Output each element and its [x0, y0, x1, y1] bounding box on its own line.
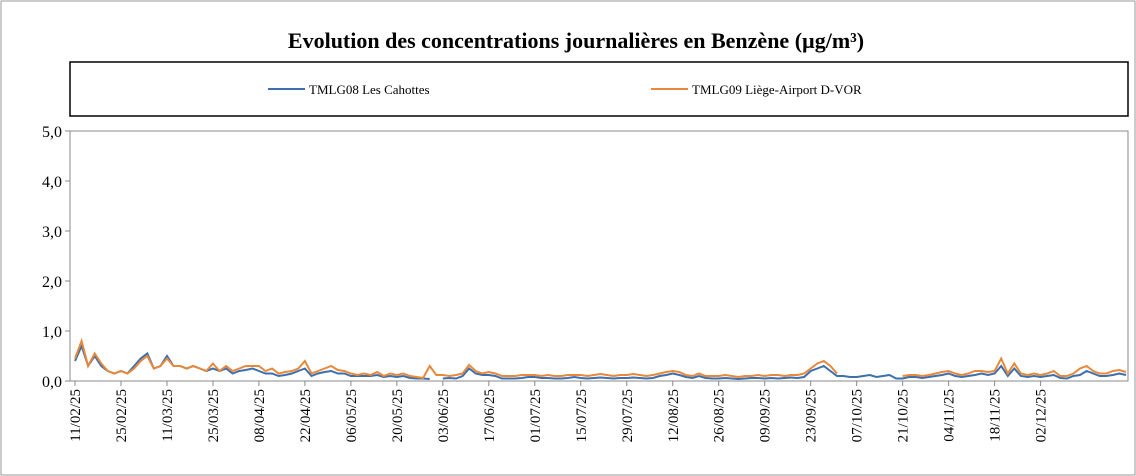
chart-title: Evolution des concentrations journalière… [288, 28, 864, 53]
x-tick-label: 22/04/25 [298, 389, 314, 442]
x-tick-label: 29/07/25 [620, 389, 636, 442]
y-tick-label: 2,0 [42, 274, 62, 291]
y-tick-label: 1,0 [42, 324, 62, 341]
x-tick-label: 25/02/25 [114, 389, 130, 442]
x-tick-label: 23/09/25 [804, 389, 820, 442]
x-tick-label: 11/03/25 [160, 389, 176, 442]
x-tick-label: 21/10/25 [896, 389, 912, 442]
plot-area [69, 130, 1129, 382]
x-tick-label: 09/09/25 [758, 389, 774, 442]
x-tick-label: 17/06/25 [482, 389, 498, 442]
legend-box [69, 61, 1129, 117]
x-tick-label: 15/07/25 [574, 389, 590, 442]
legend-label: TMLG09 Liège-Airport D-VOR [692, 82, 862, 97]
x-tick-label: 26/08/25 [712, 389, 728, 442]
y-tick-label: 5,0 [42, 124, 62, 141]
x-tick-label: 11/02/25 [68, 389, 84, 442]
x-tick-label: 03/06/25 [436, 389, 452, 442]
x-tick-label: 06/05/25 [344, 389, 360, 442]
x-tick-label: 01/07/25 [528, 389, 544, 442]
x-tick-label: 07/10/25 [850, 389, 866, 442]
x-tick-label: 12/08/25 [666, 389, 682, 442]
x-tick-label: 04/11/25 [942, 389, 958, 442]
series-line [74, 337, 1127, 380]
y-tick-label: 0,0 [42, 374, 62, 391]
x-tick-label: 20/05/25 [390, 389, 406, 442]
x-tick-label: 25/03/25 [206, 389, 222, 442]
x-tick-label: 02/12/25 [1034, 389, 1050, 442]
y-tick-label: 3,0 [42, 224, 62, 241]
x-tick-label: 08/04/25 [252, 389, 268, 442]
x-tick-label: 18/11/25 [988, 389, 1004, 442]
y-tick-label: 4,0 [42, 174, 62, 191]
legend-label: TMLG08 Les Cahottes [309, 82, 430, 97]
